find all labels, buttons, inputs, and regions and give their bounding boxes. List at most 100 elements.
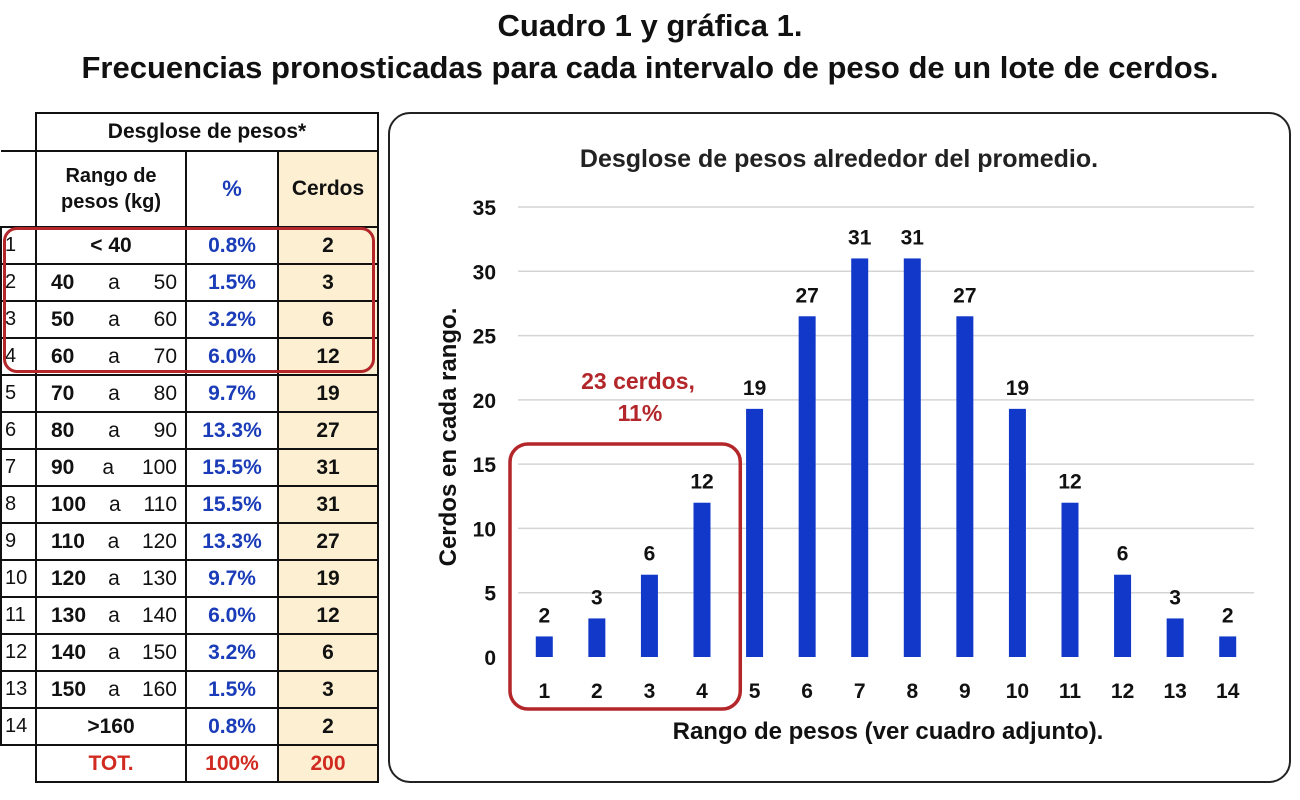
row-pct: 1.5% bbox=[185, 670, 279, 709]
range-to: 60 bbox=[153, 307, 177, 331]
total-pct: 100% bbox=[185, 744, 279, 783]
x-tick-label: 14 bbox=[1216, 680, 1240, 703]
range-from: 90 bbox=[51, 455, 75, 479]
range-from: 60 bbox=[51, 344, 75, 368]
range-to: 70 bbox=[153, 344, 177, 368]
table-row: 4 60 a 70 6.0% 12 bbox=[0, 337, 379, 376]
figure-title-line2: Frecuencias pronosticadas para cada inte… bbox=[81, 50, 1219, 85]
bar bbox=[1008, 408, 1026, 657]
bar-data-label: 12 bbox=[1058, 471, 1081, 494]
row-pct: 6.0% bbox=[185, 596, 279, 635]
range-from: 150 bbox=[51, 677, 87, 701]
table-row: 10 120 a 130 9.7% 19 bbox=[0, 559, 379, 598]
row-pct: 6.0% bbox=[185, 337, 279, 376]
bar-data-label: 3 bbox=[591, 586, 603, 609]
bar bbox=[640, 574, 658, 657]
y-tick-label: 25 bbox=[473, 326, 497, 349]
range-to: 50 bbox=[153, 270, 177, 294]
bar bbox=[1219, 636, 1237, 657]
x-tick-label: 13 bbox=[1163, 680, 1186, 703]
row-cerdos: 12 bbox=[277, 596, 379, 635]
bar bbox=[1114, 574, 1132, 657]
row-index: 12 bbox=[0, 633, 37, 672]
row-range: 110 a 120 bbox=[35, 522, 187, 561]
row-range: 40 a 50 bbox=[35, 263, 187, 302]
header-pct-label: % bbox=[222, 176, 242, 201]
header-cerdos: Cerdos bbox=[277, 150, 379, 228]
table-corner-cell bbox=[1, 113, 37, 152]
row-cerdos: 2 bbox=[277, 707, 379, 746]
y-tick-label: 35 bbox=[473, 197, 497, 220]
row-pct: 3.2% bbox=[185, 633, 279, 672]
bar bbox=[956, 316, 974, 657]
row-pct: 15.5% bbox=[185, 448, 279, 487]
range-from: 70 bbox=[51, 381, 75, 405]
row-cerdos: 27 bbox=[277, 411, 379, 450]
x-tick-label: 2 bbox=[591, 680, 603, 703]
row-cerdos: 6 bbox=[277, 633, 379, 672]
range-from: 120 bbox=[51, 566, 87, 590]
header-range-line1: Rango de bbox=[65, 165, 157, 187]
row-range: 150 a 160 bbox=[35, 670, 187, 709]
row-range: 70 a 80 bbox=[35, 374, 187, 413]
table-row: 9 110 a 120 13.3% 27 bbox=[0, 522, 379, 561]
bar-data-label: 6 bbox=[1117, 543, 1129, 566]
header-pct: % bbox=[185, 150, 279, 228]
table-row: 13 150 a 160 1.5% 3 bbox=[0, 670, 379, 709]
annotation-text-line2: 11% bbox=[618, 400, 663, 426]
table-row: 11 130 a 140 6.0% 12 bbox=[0, 596, 379, 635]
row-range: 120 a 130 bbox=[35, 559, 187, 598]
row-cerdos: 31 bbox=[277, 485, 379, 524]
range-from: 130 bbox=[51, 603, 87, 627]
row-pct: 1.5% bbox=[185, 263, 279, 302]
bar bbox=[746, 408, 764, 657]
x-tick-label: 5 bbox=[749, 680, 761, 703]
row-range: 80 a 90 bbox=[35, 411, 187, 450]
bar-data-label: 2 bbox=[1222, 604, 1234, 627]
row-index: 1 bbox=[0, 226, 37, 265]
bar-data-label: 31 bbox=[901, 226, 925, 249]
range-separator: a bbox=[108, 381, 120, 405]
x-tick-label: 9 bbox=[959, 680, 971, 703]
table-row: 6 80 a 90 13.3% 27 bbox=[0, 411, 379, 450]
range-separator: a bbox=[108, 492, 121, 516]
bar-data-label: 12 bbox=[690, 471, 713, 494]
row-range: 90 a 100 bbox=[35, 448, 187, 487]
table-row: 8 100 a 110 15.5% 31 bbox=[0, 485, 379, 524]
bar bbox=[1166, 618, 1184, 657]
range-from: 80 bbox=[51, 418, 75, 442]
total-corner bbox=[1, 744, 37, 782]
header-cerdos-label: Cerdos bbox=[291, 177, 365, 200]
bar-data-label: 6 bbox=[644, 543, 656, 566]
table-total-row: TOT. 100% 200 bbox=[1, 744, 379, 783]
row-index: 8 bbox=[0, 485, 37, 524]
bar bbox=[1061, 502, 1079, 657]
range-to: 100 bbox=[141, 455, 177, 479]
range-separator: a bbox=[108, 603, 120, 627]
bar-data-label: 3 bbox=[1169, 586, 1181, 609]
chart-title: Desglose de pesos alrededor del promedio… bbox=[580, 145, 1098, 173]
bar-data-label: 2 bbox=[538, 604, 550, 627]
row-cerdos: 12 bbox=[277, 337, 379, 376]
y-tick-label: 30 bbox=[473, 261, 496, 284]
range-to: 80 bbox=[153, 381, 177, 405]
row-cerdos: 6 bbox=[277, 300, 379, 339]
bar-data-label: 27 bbox=[953, 284, 976, 307]
row-index: 7 bbox=[0, 448, 37, 487]
row-index: 11 bbox=[0, 596, 37, 635]
row-cerdos: 2 bbox=[277, 226, 379, 265]
range-from: 100 bbox=[51, 492, 87, 516]
table-corner-cell bbox=[1, 151, 37, 228]
row-cerdos: 19 bbox=[277, 559, 379, 598]
range-to: 150 bbox=[141, 640, 177, 664]
table-row: 2 40 a 50 1.5% 3 bbox=[0, 263, 379, 302]
table-row: 1 < 40 0.8% 2 bbox=[0, 226, 379, 265]
row-pct: 13.3% bbox=[185, 522, 279, 561]
range-separator: a bbox=[108, 307, 120, 331]
row-pct: 13.3% bbox=[185, 411, 279, 450]
range-separator: a bbox=[102, 455, 114, 479]
x-tick-label: 1 bbox=[538, 680, 550, 703]
range-to: 90 bbox=[153, 418, 177, 442]
bar-data-label: 19 bbox=[1006, 377, 1029, 400]
row-pct: 15.5% bbox=[185, 485, 279, 524]
